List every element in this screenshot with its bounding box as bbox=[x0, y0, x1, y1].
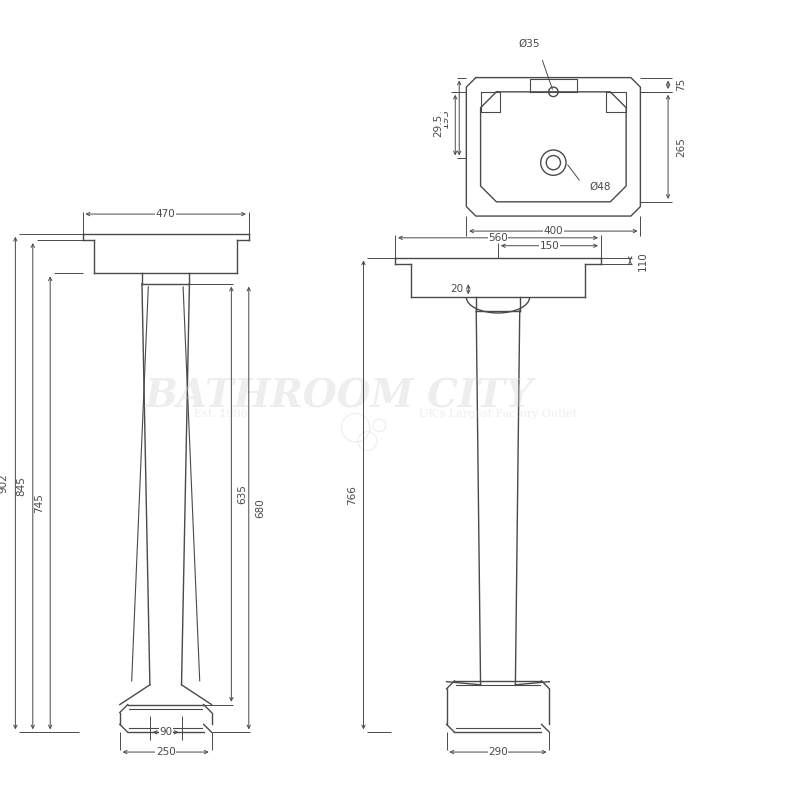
Text: 90: 90 bbox=[159, 727, 172, 738]
Text: 290: 290 bbox=[488, 747, 508, 757]
Text: 845: 845 bbox=[17, 476, 26, 496]
Text: 902: 902 bbox=[0, 473, 9, 493]
Text: 470: 470 bbox=[156, 209, 175, 219]
Text: 766: 766 bbox=[346, 485, 357, 505]
Text: 20: 20 bbox=[450, 284, 463, 294]
Text: UK's Largest Factory Outlet: UK's Largest Factory Outlet bbox=[419, 410, 577, 419]
Text: 110: 110 bbox=[638, 251, 648, 270]
Text: 745: 745 bbox=[34, 493, 44, 513]
Text: 195: 195 bbox=[440, 108, 450, 128]
Text: 29.5: 29.5 bbox=[434, 114, 444, 137]
Text: 150: 150 bbox=[539, 241, 559, 250]
Text: 265: 265 bbox=[677, 137, 686, 157]
Text: 560: 560 bbox=[488, 233, 508, 243]
Text: Ø48: Ø48 bbox=[589, 182, 610, 191]
Text: Ø35: Ø35 bbox=[519, 38, 540, 48]
Text: 75: 75 bbox=[677, 78, 686, 91]
Text: 400: 400 bbox=[543, 226, 563, 236]
Text: 635: 635 bbox=[238, 484, 247, 504]
Text: 680: 680 bbox=[255, 498, 265, 518]
Text: 250: 250 bbox=[156, 747, 175, 757]
Text: Est. 1986: Est. 1986 bbox=[194, 410, 248, 419]
Text: BATHROOM CITY: BATHROOM CITY bbox=[146, 377, 534, 415]
